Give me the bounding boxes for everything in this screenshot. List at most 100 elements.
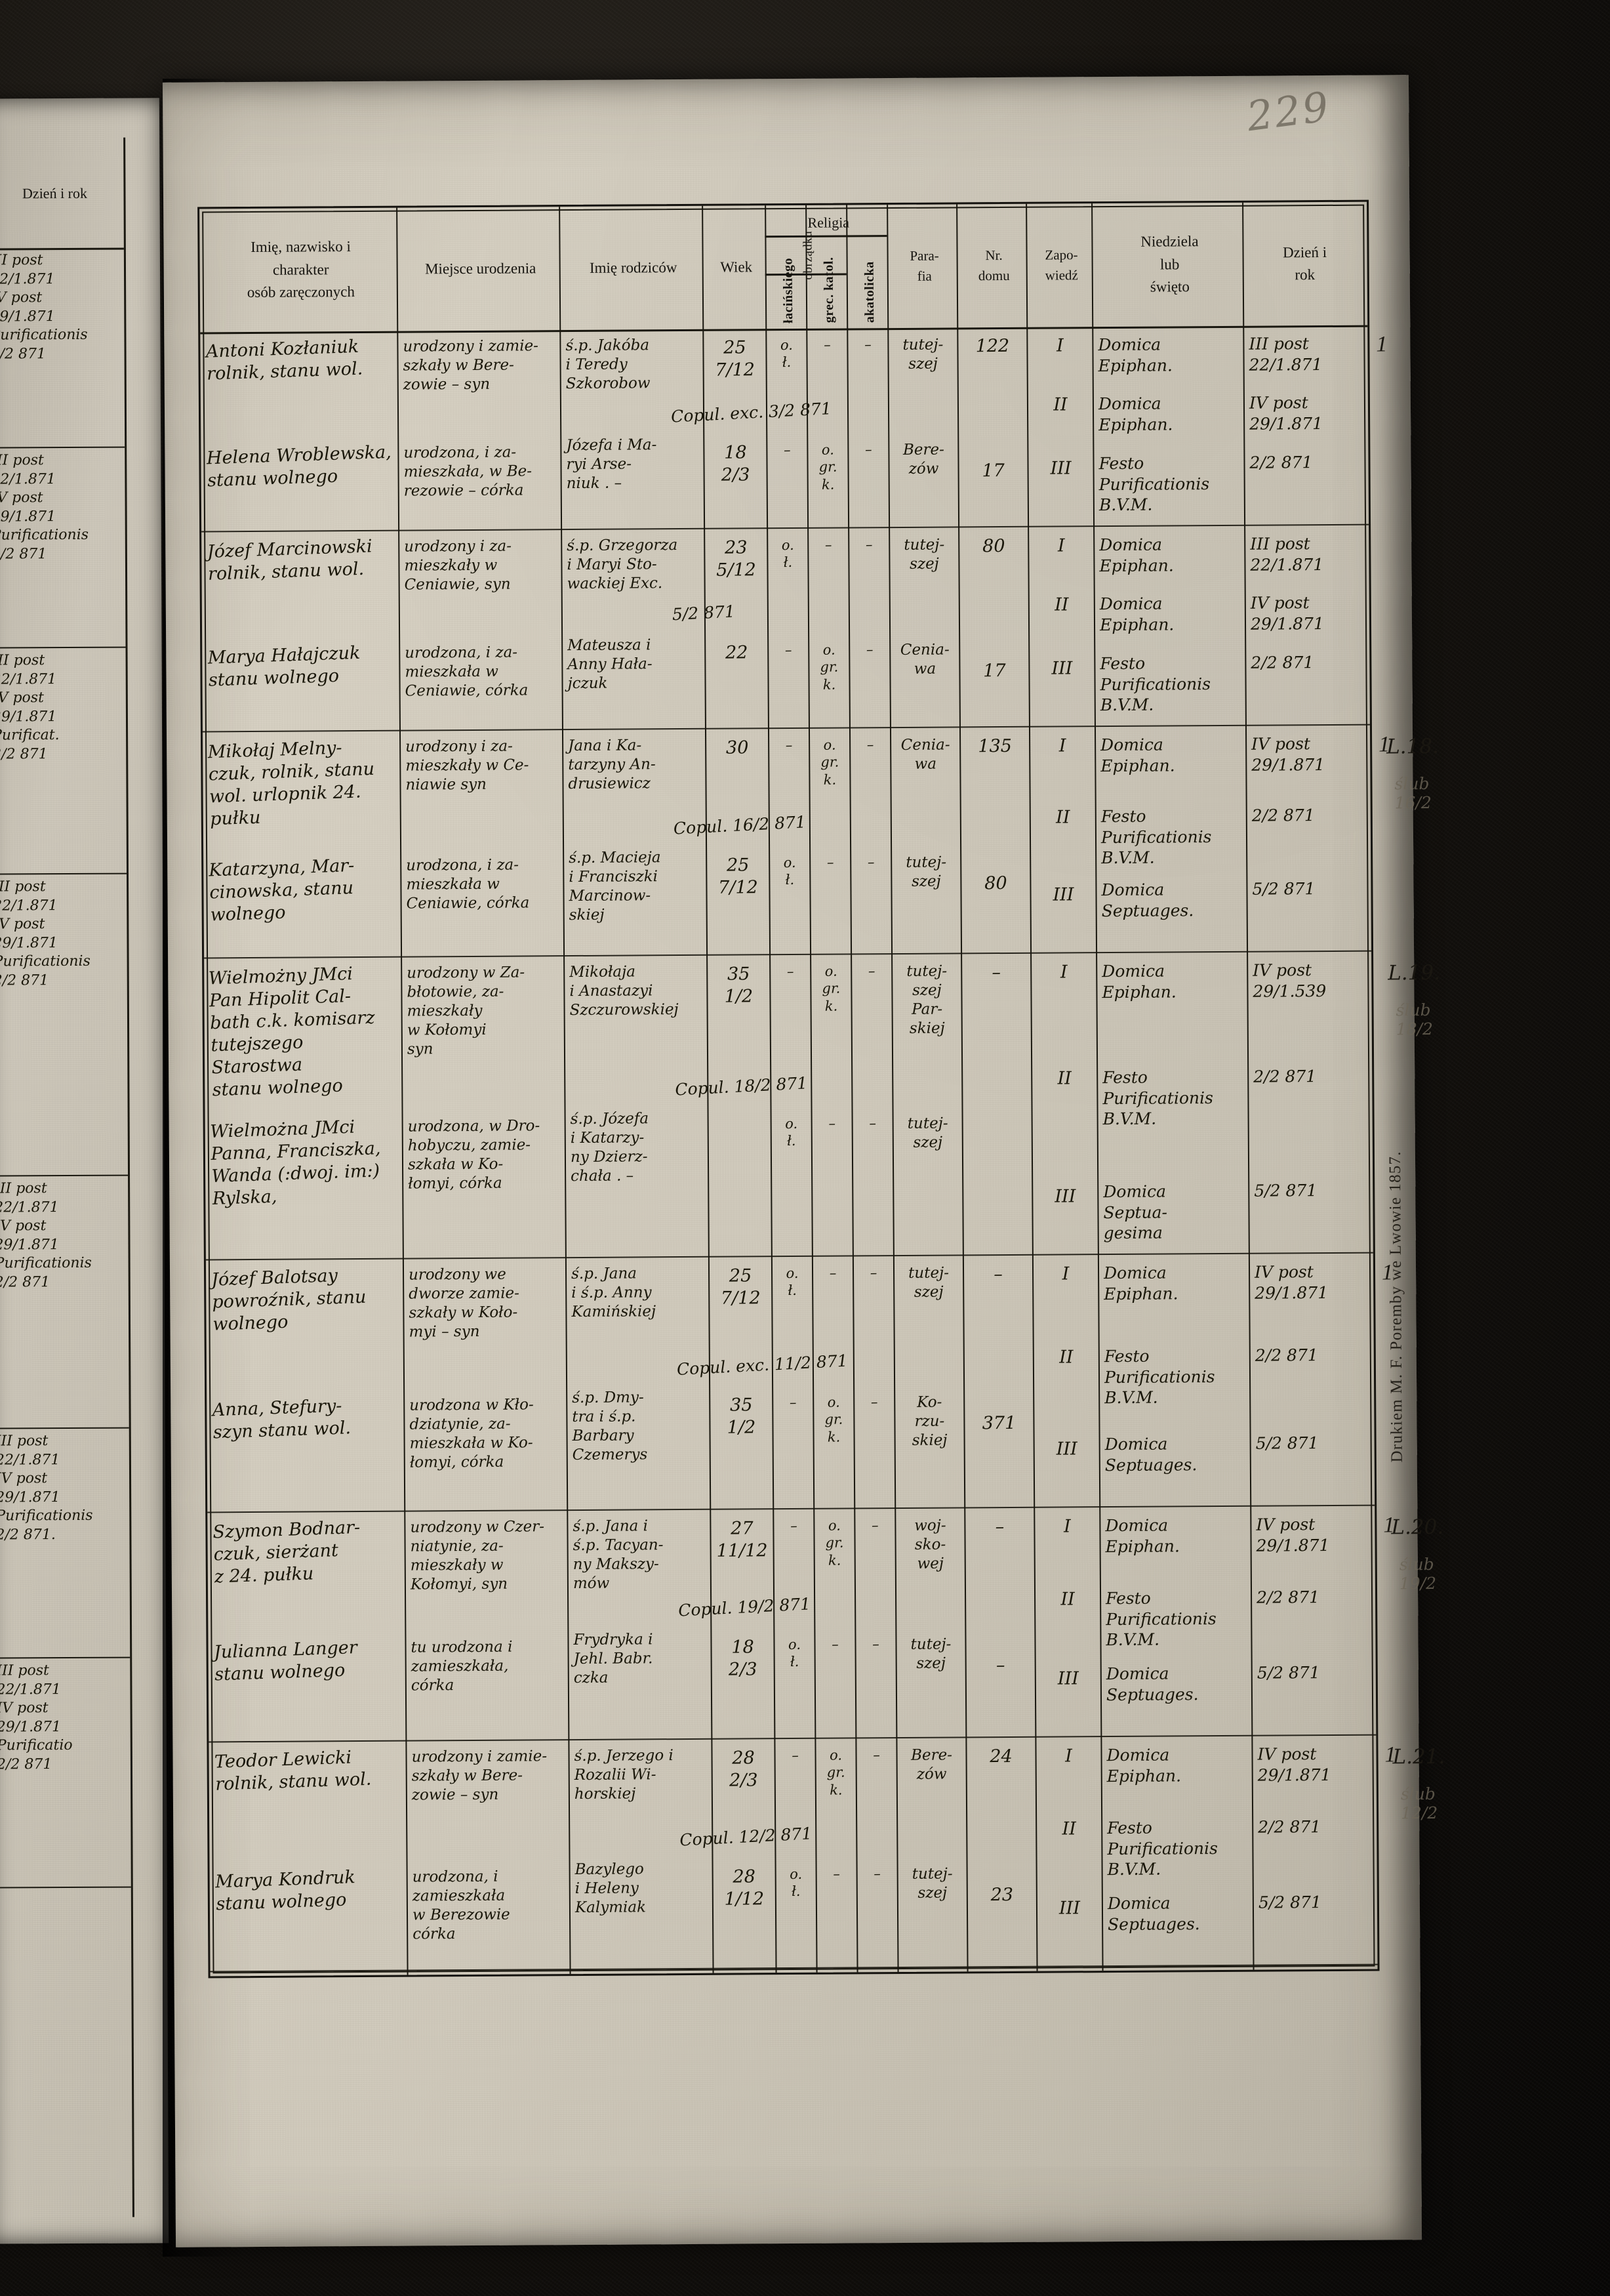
banns-third-sunday: Domica Septuages. — [1107, 1893, 1200, 1934]
bride-parish: tutej- szej — [910, 1635, 952, 1672]
banns-third-date: 5/2 871 — [1257, 1663, 1320, 1683]
bride-rite-greek: – — [828, 1115, 835, 1132]
groom-name-and-status: Wielmożny JMci Pan Hipolit Cal- bath c.k… — [208, 963, 376, 1101]
banns-second: II — [1062, 1818, 1076, 1839]
banns-first-date: IV post 29/1.871 — [1254, 1262, 1329, 1303]
bride-birthplace: tu urodzona i zamieszkała, córka — [411, 1638, 513, 1694]
printer-imprint: Drukiem M. F. Poremby we Lwowie 1857. — [1386, 1151, 1406, 1463]
bride-age: 35 1/2 — [727, 1395, 756, 1438]
bride-age: 22 — [725, 642, 748, 663]
banns-first: I — [1063, 1516, 1071, 1537]
register-entry-row[interactable]: Wielmożny JMci Pan Hipolit Cal- bath c.k… — [204, 952, 1373, 1261]
banns-third-date: 5/2 871 — [1258, 1893, 1321, 1912]
left-page-row: III post 22/1.871 IV post 29/1.871 Purif… — [0, 447, 126, 649]
left-page-day-year-column: Dzień i rok III post 22/1.871 IV post 29… — [0, 137, 134, 2218]
bride-rite-akatholic: – — [870, 1394, 878, 1410]
register-page: 229 Drukiem M. F. Poremby we Lwowie 1857… — [162, 75, 1445, 2247]
bride-rite-latin: o. ł. — [790, 1866, 803, 1900]
bride-rite-akatholic: – — [867, 854, 875, 871]
register-entry-row[interactable]: Józef Marcinowski rolnik, stanu wol. urod… — [201, 525, 1370, 733]
banns-third-date: 5/2 871 — [1255, 1433, 1319, 1453]
bride-house-number: – — [996, 1655, 1005, 1676]
register-entry-row[interactable]: Antoni Kozłaniuk rolnik, stanu wol. urodz… — [200, 325, 1369, 533]
banns-first: I — [1060, 962, 1068, 983]
banns-third: III — [1055, 1186, 1076, 1207]
banns-third: III — [1058, 1898, 1081, 1919]
column-header-banns: Zapo- wiedź — [1045, 246, 1078, 283]
banns-first: I — [1056, 335, 1064, 356]
bride-parish: tutej- szej — [907, 1115, 948, 1151]
bride-name-and-status: Helena Wroblewska, stanu wolnego — [206, 441, 392, 491]
column-header-sunday: Niedziela lub święto — [1140, 233, 1199, 295]
groom-house-number: 24 — [990, 1746, 1013, 1767]
banns-first-sunday: Domica Epiphan. — [1099, 535, 1174, 575]
banns-third-date: 5/2 871 — [1252, 879, 1316, 899]
bride-birthplace: urodzona, i zamieszkała w Berezowie córk… — [412, 1868, 510, 1943]
margin-check-mark: 1 — [1383, 1513, 1395, 1538]
bride-rite-greek: – — [832, 1636, 839, 1652]
marriage-register-table: Imię, nazwisko i charakter osób zaręczon… — [197, 199, 1380, 1978]
bride-house-number: 17 — [983, 660, 1006, 682]
groom-birthplace: urodzony we dworze zamie- szkały w Koło-… — [408, 1265, 519, 1341]
margin-pencil-note: ślub 18/2 — [1396, 1000, 1434, 1039]
bride-parish: Bere- zów — [902, 441, 944, 478]
left-page-row: III post 22/1.871 IV post 29/1.871 Purif… — [0, 247, 125, 449]
margin-check-mark: 1 — [1381, 1260, 1394, 1285]
banns-first-sunday: Domica Epiphan. — [1105, 1515, 1180, 1556]
groom-house-number: 122 — [975, 335, 1010, 357]
bride-birthplace: urodzona, i za- mieszkała, w Be- rezowie… — [403, 443, 533, 500]
bride-parish: tutej- szej — [906, 853, 947, 890]
margin-pencil-note: ślub 16/2 — [1394, 774, 1432, 813]
margin-entry-number: L.19. — [1388, 960, 1441, 985]
bride-house-number: 371 — [982, 1412, 1016, 1434]
banns-second-sunday: Festo Purificationis B.V.M. — [1100, 806, 1212, 868]
groom-house-number: 135 — [978, 735, 1013, 757]
groom-name-and-status: Antoni Kozłaniuk rolnik, stanu wol. — [205, 336, 363, 384]
banns-first-date: IV post 29/1.871 — [1257, 1744, 1331, 1785]
bride-rite-latin: o. ł. — [788, 1636, 801, 1670]
banns-third-sunday: Domica Septuages. — [1101, 880, 1194, 920]
banns-first-sunday: Domica Epiphan. — [1100, 735, 1175, 775]
groom-birthplace: urodzony w Za- błotowie, za- mieszkały w… — [407, 964, 525, 1058]
banns-second: II — [1057, 1068, 1072, 1089]
banns-third-date: 2/2 871 — [1251, 653, 1314, 672]
bride-rite-akatholic: – — [872, 1636, 879, 1652]
bride-rite-latin: – — [784, 441, 791, 459]
bride-parents: Józefa i Ma- ryi Arse- niuk . – — [566, 436, 657, 493]
bride-house-number: 17 — [982, 461, 1005, 482]
bride-rite-greek: o. gr. k. — [820, 642, 839, 693]
banns-second-sunday: Festo Purificationis B.V.M. — [1105, 1588, 1217, 1650]
bride-birthplace: urodzona, w Dro- hobyczu, zamie- szkała … — [407, 1117, 540, 1193]
left-page-row: III post 22/1.871 IV post 29/1.871 Purif… — [0, 1176, 129, 1429]
banns-second-date: 2/2 871 — [1256, 1588, 1320, 1607]
bride-rite-akatholic: – — [869, 1115, 876, 1132]
banns-second: II — [1060, 1589, 1075, 1610]
bride-rite-greek: o. gr. k. — [824, 1394, 843, 1445]
margin-check-mark: 1 — [1384, 1742, 1396, 1767]
bride-house-number: 80 — [984, 872, 1007, 894]
banns-third-sunday: Domica Septua- gesima — [1103, 1181, 1168, 1243]
groom-name-and-status: Józef Balotsay powroźnik, stanu wolnego — [211, 1265, 367, 1335]
margin-check-mark: 1 — [1376, 332, 1388, 357]
bride-rite-greek: – — [826, 854, 834, 871]
left-page-row: III post 22/1.871 IV post 29/1.871 Purif… — [0, 1658, 131, 1889]
column-header-rel-akath: akatolicka — [862, 261, 877, 323]
bride-rite-greek: – — [833, 1866, 840, 1882]
left-page-row: III post 22/1.871 IV post 29/1.871 Purif… — [0, 874, 129, 1177]
register-entry-row[interactable]: Józef Balotsay powroźnik, stanu wolnego u… — [206, 1254, 1375, 1513]
bride-rite-latin: – — [784, 642, 792, 659]
groom-name-and-status: Mikołaj Melny- czuk, rolnik, stanu wol. … — [207, 737, 375, 830]
register-entry-row[interactable]: Szymon Bodnar- czuk, sierżant z 24. pułk… — [207, 1506, 1377, 1743]
bride-house-number: 23 — [990, 1884, 1014, 1906]
banns-first-sunday: Domica Epiphan. — [1103, 1263, 1178, 1303]
bride-parents: ś.p. Maciejа i Franciszki Marcinow- skie… — [569, 849, 661, 924]
groom-birthplace: urodzony i za- mieszkały w Ceniawie, syn — [404, 537, 512, 594]
banns-third: III — [1056, 1439, 1077, 1460]
column-header-birthplace: Miejsce urodzenia — [424, 260, 536, 277]
left-page-row: III post 22/1.871 IV post 29/1.871 Purif… — [0, 1428, 131, 1659]
banns-third-sunday: Domica Septuages. — [1104, 1434, 1197, 1475]
margin-check-mark: 1 — [1379, 732, 1390, 757]
banns-third: III — [1051, 658, 1073, 679]
register-entry-row[interactable]: Mikołaj Melny- czuk, rolnik, stanu wol. … — [203, 726, 1372, 959]
register-entry-row[interactable]: Teodor Lewicki rolnik, stanu wol. urodzon… — [209, 1736, 1378, 1973]
